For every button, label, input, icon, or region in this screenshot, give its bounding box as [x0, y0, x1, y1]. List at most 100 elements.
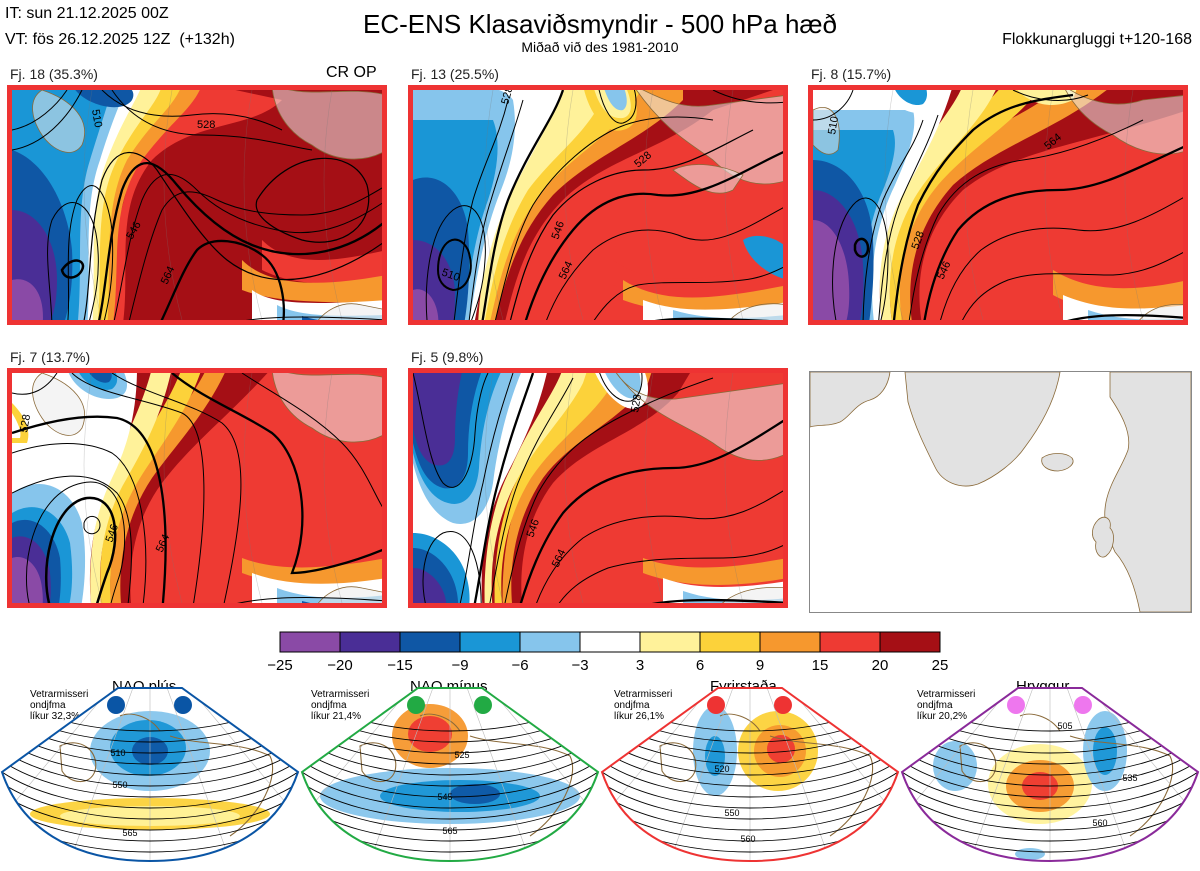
reference-map — [809, 371, 1192, 613]
graticule — [884, 90, 904, 320]
colorbar-tick-label: 3 — [636, 657, 644, 674]
graticule — [243, 373, 263, 603]
cluster-label: Fj. 18 (35.3%) — [10, 66, 98, 82]
contour-label: 510 — [110, 748, 125, 758]
contour-label: 560 — [1092, 818, 1107, 828]
regime-map-nao-minus: 525 545 565 — [300, 687, 600, 863]
regime-note: Vetrarmisseri ondjfma líkur 20,2% — [917, 689, 976, 722]
height-contour — [45, 496, 117, 603]
regime-dot — [707, 696, 725, 714]
contour-label: 528 — [629, 393, 644, 413]
anomaly-blob — [408, 716, 452, 752]
height-contour — [546, 207, 783, 320]
colorbar-tick-label: 9 — [756, 657, 764, 674]
colorbar-bin — [459, 631, 521, 653]
colorbar-bin — [639, 631, 701, 653]
graticule — [724, 373, 744, 603]
regime-dot — [474, 696, 492, 714]
height-contour — [593, 266, 783, 320]
height-contour — [654, 317, 771, 320]
contour-label: 535 — [1122, 773, 1137, 783]
height-contour — [902, 740, 1198, 787]
colorbar-tick-label: −25 — [267, 657, 292, 674]
regime-note: Vetrarmisseri ondjfma líkur 21,4% — [311, 689, 370, 722]
height-contour — [245, 316, 382, 320]
colorbar-bin — [819, 631, 881, 653]
height-contour — [494, 116, 714, 320]
height-contour — [60, 259, 85, 279]
coastline — [32, 373, 85, 436]
height-contour — [598, 90, 637, 124]
colorbar-bin — [519, 631, 581, 653]
regime-map-hryggur: 505 535 560 — [900, 687, 1200, 863]
regime-dot — [774, 696, 792, 714]
anomaly-blob — [767, 735, 795, 763]
colorbar-bin — [699, 631, 761, 653]
height-contour — [2, 751, 298, 798]
regime-dot — [1074, 696, 1092, 714]
anomaly-region — [1053, 270, 1183, 311]
coastline — [615, 373, 783, 461]
colorbar-tick-label: −6 — [511, 657, 528, 674]
height-contour — [602, 784, 898, 831]
regime-dot — [1007, 696, 1025, 714]
height-contour — [302, 740, 598, 787]
anomaly-region — [919, 111, 1183, 320]
height-contour — [481, 90, 565, 320]
height-contour — [12, 415, 167, 603]
coastline — [318, 303, 382, 320]
height-contour — [602, 740, 898, 787]
anomaly-region — [605, 373, 641, 399]
height-contour — [2, 740, 298, 787]
graticule — [1124, 90, 1144, 320]
graticule — [964, 90, 984, 320]
anomaly-region — [879, 90, 996, 320]
height-contour — [599, 373, 643, 402]
anomaly-blob — [933, 741, 977, 791]
height-contour — [892, 93, 1074, 320]
contour-label: 565 — [122, 828, 137, 838]
contour-label: 505 — [1057, 721, 1072, 731]
height-contour — [962, 251, 1183, 320]
height-contour — [712, 90, 783, 104]
coastline — [769, 735, 874, 837]
colorbar-bin — [759, 631, 821, 653]
height-contour — [504, 377, 714, 603]
height-contour — [128, 187, 382, 320]
height-contour — [832, 197, 889, 320]
height-contour — [651, 598, 783, 603]
height-contour — [509, 129, 754, 320]
graticule — [323, 373, 343, 603]
coastline — [1065, 90, 1183, 155]
coastline — [1069, 735, 1174, 837]
anomaly-region — [494, 373, 617, 603]
colorbar-tick-label: −20 — [327, 657, 352, 674]
height-contour — [908, 119, 1144, 320]
graticule — [564, 373, 584, 603]
valid-time: VT: fös 26.12.2025 12Z (+132h) — [5, 31, 235, 48]
contour-label: 525 — [454, 750, 469, 760]
fan-content — [302, 688, 598, 861]
height-contour — [12, 475, 132, 603]
cluster-panel-8: 510528546564546 — [808, 85, 1188, 325]
height-contour — [602, 773, 898, 820]
height-contour — [453, 99, 509, 320]
coastline — [272, 373, 382, 443]
height-contour — [558, 544, 783, 603]
height-contour — [302, 751, 598, 798]
contour-label: 545 — [437, 792, 452, 802]
height-contour — [853, 237, 870, 258]
height-contour — [813, 90, 854, 121]
fan-frame — [900, 687, 1200, 863]
graticule — [564, 90, 584, 320]
coastline — [272, 90, 382, 160]
height-contour — [302, 784, 598, 831]
height-contour — [862, 119, 924, 320]
anomaly-region — [89, 373, 112, 383]
graticule — [724, 90, 744, 320]
colorbar-tick-label: −9 — [451, 657, 468, 674]
graticule — [83, 90, 103, 320]
height-contour — [12, 90, 83, 151]
height-contour — [83, 516, 101, 535]
height-contour — [111, 373, 242, 603]
